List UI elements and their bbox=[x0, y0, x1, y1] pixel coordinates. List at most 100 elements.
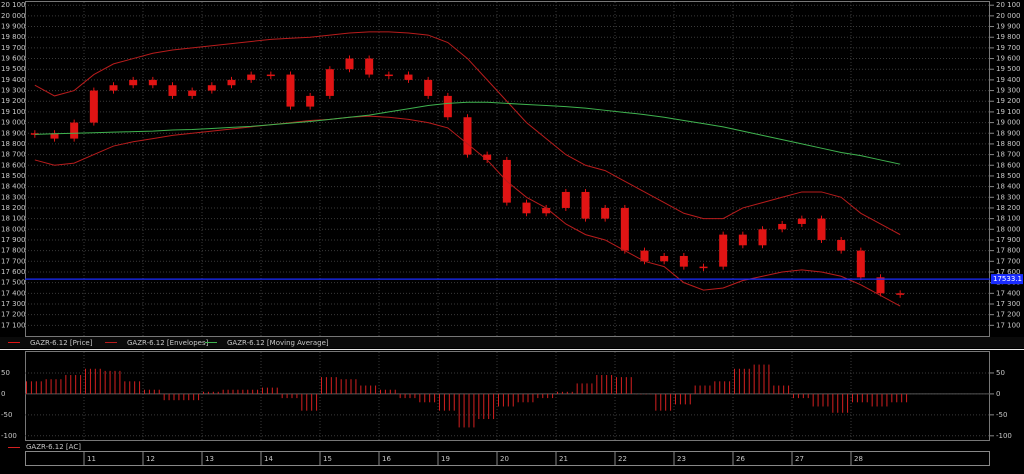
ac-bar bbox=[684, 393, 686, 405]
candle bbox=[837, 239, 846, 251]
ac-bar bbox=[581, 383, 583, 394]
ac-bar bbox=[640, 393, 642, 395]
ac-bar bbox=[507, 393, 509, 407]
ac-bar bbox=[768, 364, 770, 394]
ac-bar bbox=[281, 393, 283, 399]
y-tick-label-right: 19 600 bbox=[996, 55, 1021, 63]
y-tick-label: 50 bbox=[1, 369, 10, 377]
y-tick-label-right: 17 900 bbox=[996, 236, 1021, 244]
ac-bar bbox=[40, 381, 42, 394]
y-tick-label-right: 0 bbox=[996, 390, 1000, 398]
ac-bar bbox=[689, 393, 691, 405]
ac-bar bbox=[724, 381, 726, 394]
x-tick-label: 13 bbox=[205, 455, 214, 463]
ac-bar bbox=[473, 393, 475, 428]
ac-bar bbox=[296, 393, 298, 399]
ac-bar bbox=[80, 375, 82, 394]
ac-bar bbox=[114, 370, 116, 394]
y-tick-label: 19 100 bbox=[1, 108, 26, 116]
candle bbox=[89, 90, 98, 123]
y-tick-label-right: 18 200 bbox=[996, 204, 1021, 212]
ac-bar bbox=[832, 393, 834, 413]
candle bbox=[483, 154, 492, 160]
ac-bar bbox=[527, 393, 529, 403]
ac-bar bbox=[783, 385, 785, 394]
ac-bar bbox=[906, 393, 908, 403]
candle bbox=[660, 255, 669, 262]
y-tick-label-right: 18 800 bbox=[996, 140, 1021, 148]
ac-bar bbox=[399, 393, 401, 399]
ac-bar bbox=[26, 381, 27, 394]
y-tick-label: -50 bbox=[1, 411, 12, 419]
ac-bar bbox=[601, 375, 603, 394]
candle bbox=[876, 277, 885, 294]
ac-bar bbox=[542, 393, 544, 399]
y-tick-label: 19 800 bbox=[1, 33, 26, 41]
ac-bar bbox=[276, 387, 278, 394]
ac-bar bbox=[468, 393, 470, 428]
ac-bar bbox=[55, 379, 57, 394]
y-tick-label: 19 700 bbox=[1, 44, 26, 52]
ac-bar bbox=[891, 393, 893, 403]
y-tick-label: 20 100 bbox=[1, 1, 26, 9]
main-frame bbox=[25, 1, 990, 337]
ac-bar bbox=[266, 387, 268, 394]
y-tick-label-right: 18 500 bbox=[996, 172, 1021, 180]
y-tick-label-right: 19 000 bbox=[996, 119, 1021, 127]
ac-bar bbox=[173, 393, 175, 401]
y-tick-label: -100 bbox=[1, 432, 17, 440]
y-tick-label-right: 20 100 bbox=[996, 1, 1021, 9]
candle bbox=[896, 293, 905, 295]
y-tick-label-right: 50 bbox=[996, 369, 1005, 377]
y-tick-label: 18 300 bbox=[1, 193, 26, 201]
current-price-label: 17533.1 bbox=[993, 275, 1022, 283]
candle bbox=[856, 250, 865, 278]
ac-bar bbox=[183, 393, 185, 401]
candle bbox=[325, 69, 334, 96]
x-tick-label: 27 bbox=[795, 455, 804, 463]
ac-bar bbox=[330, 377, 332, 394]
ac-bar bbox=[738, 368, 740, 394]
ac-bar bbox=[876, 393, 878, 407]
ac-bar bbox=[616, 377, 617, 394]
ac-bar bbox=[817, 393, 819, 407]
y-tick-label-right: 18 100 bbox=[996, 215, 1021, 223]
candle bbox=[365, 58, 374, 75]
candle bbox=[424, 79, 433, 96]
ac-bar bbox=[596, 375, 598, 394]
y-tick-label: 19 200 bbox=[1, 97, 26, 105]
ac-bar bbox=[286, 393, 288, 399]
ac-bar bbox=[655, 393, 657, 411]
x-tick-label: 28 bbox=[854, 455, 863, 463]
candle bbox=[227, 79, 236, 86]
ac-bar bbox=[694, 385, 696, 394]
ac-bar bbox=[370, 385, 372, 394]
y-tick-label: 20 000 bbox=[1, 12, 26, 20]
ac-bar bbox=[360, 385, 362, 394]
candle bbox=[542, 207, 551, 214]
ac-bar bbox=[729, 381, 731, 394]
ac-bar bbox=[586, 383, 588, 394]
ac-bar bbox=[448, 393, 450, 411]
ac-bar bbox=[896, 393, 898, 403]
y-tick-label: 18 800 bbox=[1, 140, 26, 148]
ac-bar bbox=[163, 393, 165, 401]
y-tick-label: 18 000 bbox=[1, 225, 26, 233]
y-tick-label: 19 400 bbox=[1, 76, 26, 84]
y-tick-label: 0 bbox=[1, 390, 5, 398]
candle bbox=[129, 79, 138, 86]
ac-bar bbox=[419, 393, 421, 403]
y-tick-label: 17 500 bbox=[1, 279, 26, 287]
ac-bar bbox=[153, 389, 155, 394]
candle bbox=[404, 74, 413, 80]
ac-bar bbox=[788, 385, 790, 394]
y-tick-label: 19 500 bbox=[1, 65, 26, 73]
ac-bar bbox=[306, 393, 308, 411]
candle bbox=[266, 74, 275, 77]
ac-bar bbox=[512, 393, 514, 407]
ac-bar bbox=[463, 393, 465, 428]
candle bbox=[188, 90, 197, 96]
ac-bar bbox=[188, 393, 190, 401]
y-tick-label-right: 19 500 bbox=[996, 65, 1021, 73]
